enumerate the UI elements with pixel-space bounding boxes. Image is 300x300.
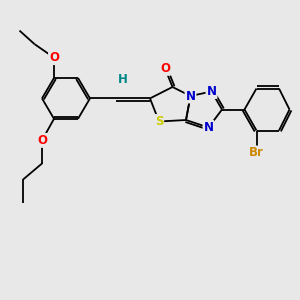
Text: N: N <box>203 121 214 134</box>
Text: O: O <box>49 51 59 64</box>
Text: N: N <box>206 85 217 98</box>
Text: O: O <box>160 62 170 75</box>
Text: N: N <box>185 89 196 103</box>
Text: O: O <box>37 134 47 147</box>
Text: H: H <box>118 73 128 86</box>
Text: S: S <box>155 115 163 128</box>
Text: Br: Br <box>249 146 264 160</box>
